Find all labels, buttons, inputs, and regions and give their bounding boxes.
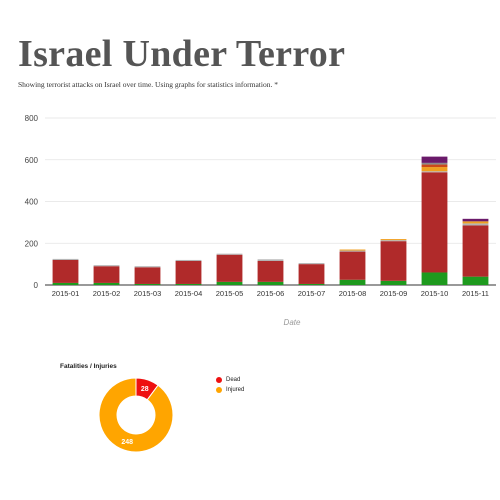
pie-data-label: 248 (121, 439, 133, 446)
legend-item-dead[interactable]: Dead (216, 377, 240, 383)
x-tick-label: 2015-09 (380, 289, 408, 298)
legend-label-injured: Injured (226, 387, 245, 393)
bar-segment[interactable] (462, 276, 489, 285)
page-title: Israel Under Terror (18, 33, 346, 75)
x-tick-label: 2015-02 (93, 289, 121, 298)
y-tick-label: 200 (25, 239, 39, 248)
pie-data-label: 28 (141, 386, 149, 393)
bar-segment[interactable] (257, 259, 284, 261)
bar-segment[interactable] (421, 162, 448, 165)
bar-segment[interactable] (339, 279, 366, 285)
bar-segment[interactable] (175, 260, 202, 284)
bar-segment[interactable] (134, 267, 161, 284)
bar-segment[interactable] (93, 282, 120, 285)
bar-segment[interactable] (421, 272, 448, 285)
bar-segment[interactable] (298, 263, 325, 265)
x-tick-label: 2015-07 (298, 289, 326, 298)
bar-segment[interactable] (339, 249, 366, 251)
bar-segment[interactable] (462, 225, 489, 277)
bar-segment[interactable] (52, 258, 79, 260)
bar-segment[interactable] (421, 172, 448, 273)
bar-segment[interactable] (134, 283, 161, 285)
bar-segment[interactable] (216, 253, 243, 255)
bar-segment[interactable] (462, 223, 489, 226)
y-tick-label: 400 (25, 198, 39, 207)
x-tick-label: 2015-06 (257, 289, 285, 298)
bar-segment[interactable] (421, 156, 448, 163)
bar-segment[interactable] (257, 260, 284, 282)
bar-segment[interactable] (462, 218, 489, 222)
x-tick-label: 2015-01 (52, 289, 80, 298)
x-tick-label: 2015-08 (339, 289, 367, 298)
bar-segment[interactable] (380, 239, 407, 241)
x-axis-label: Date (284, 318, 301, 327)
x-tick-label: 2015-10 (421, 289, 449, 298)
legend-label-dead: Dead (226, 377, 241, 383)
bar-segment[interactable] (134, 266, 161, 268)
bar-segment[interactable] (298, 264, 325, 284)
bar-segment[interactable] (216, 254, 243, 282)
page-subtitle: Showing terrorist attacks on Israel over… (18, 80, 278, 89)
x-tick-label: 2015-05 (216, 289, 244, 298)
bar-segment[interactable] (52, 259, 79, 283)
bar-segment[interactable] (339, 251, 366, 280)
bar-segment[interactable] (380, 240, 407, 242)
y-tick-label: 600 (25, 156, 39, 165)
x-tick-label: 2015-11 (462, 289, 489, 298)
bar-segment[interactable] (257, 281, 284, 285)
bar-segment[interactable] (421, 171, 448, 173)
x-tick-label: 2015-04 (175, 289, 203, 298)
x-tick-label: 2015-03 (134, 289, 162, 298)
bar-segment[interactable] (216, 281, 243, 285)
bar-segment[interactable] (421, 167, 448, 172)
bar-segment[interactable] (339, 250, 366, 252)
bar-segment[interactable] (93, 266, 120, 283)
bar-segment[interactable] (93, 265, 120, 267)
legend-swatch-injured (216, 387, 222, 393)
bar-segment[interactable] (175, 283, 202, 285)
y-tick-label: 0 (34, 281, 39, 290)
bar-segment[interactable] (421, 164, 448, 168)
bar-segment[interactable] (462, 221, 489, 224)
legend-item-injured[interactable]: Injured (216, 387, 244, 393)
bar-segment[interactable] (175, 259, 202, 261)
legend-swatch-dead (216, 377, 222, 383)
y-tick-label: 800 (25, 114, 39, 123)
bar-segment[interactable] (380, 280, 407, 285)
bar-chart: 0 200 400 600 800 2015-01 2015-02 2015-03 2015-0… (25, 114, 496, 327)
bar-segment[interactable] (52, 282, 79, 285)
pie-slice[interactable] (98, 377, 174, 453)
pie-title: Fatalities / Injuries (60, 363, 117, 370)
bar-segment[interactable] (380, 241, 407, 281)
bar-segment[interactable] (298, 283, 325, 285)
